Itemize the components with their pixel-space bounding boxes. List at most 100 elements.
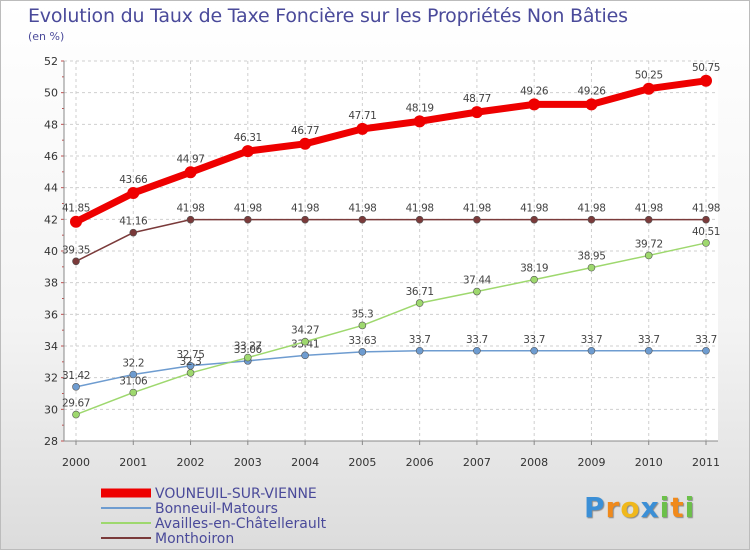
data-label: 33.63: [348, 335, 376, 347]
data-label: 46.77: [291, 125, 319, 137]
data-label: 37.44: [463, 275, 492, 287]
data-label: 39.35: [62, 244, 90, 256]
data-point: [587, 215, 596, 224]
data-label: 41.16: [119, 216, 148, 228]
data-point: [473, 287, 481, 296]
series-line: [75, 218, 707, 263]
data-point: [700, 74, 712, 87]
data-point: [129, 228, 138, 237]
legend-label: Monthoiron: [155, 531, 234, 547]
y-tick-label: 42: [44, 213, 58, 226]
data-point: [244, 215, 252, 224]
data-point: [241, 145, 254, 158]
data-point: [473, 346, 481, 355]
x-tick-label: 2010: [635, 456, 663, 469]
x-tick-label: 2000: [62, 456, 90, 469]
data-point: [702, 239, 710, 247]
data-point: [530, 275, 538, 284]
data-point: [702, 346, 710, 355]
y-tick-label: 48: [44, 118, 58, 131]
data-label: 39.72: [635, 238, 663, 250]
logo-letter: x: [640, 491, 660, 524]
data-point: [473, 215, 481, 224]
y-tick-label: 46: [44, 150, 58, 163]
data-point: [301, 337, 309, 346]
data-point: [299, 137, 312, 150]
data-label: 32.75: [177, 349, 205, 361]
data-label: 41.98: [520, 203, 548, 215]
data-label: 31.06: [119, 376, 148, 388]
data-point: [72, 383, 80, 391]
data-label: 46.31: [234, 132, 262, 144]
data-label: 36.71: [406, 286, 434, 298]
data-label: 41.98: [291, 203, 319, 215]
data-label: 41.98: [348, 203, 376, 215]
data-point: [184, 166, 197, 179]
data-point: [72, 257, 80, 266]
data-label: 47.71: [348, 110, 376, 122]
data-label: 41.98: [234, 203, 262, 215]
data-label: 29.67: [62, 398, 90, 410]
data-label: 41.98: [463, 203, 491, 215]
x-tick-label: 2007: [463, 456, 491, 469]
data-label: 38.95: [577, 251, 605, 263]
y-tick-label: 50: [44, 87, 58, 100]
data-point: [129, 388, 138, 397]
data-label: 49.26: [577, 85, 606, 97]
x-tick-label: 2009: [577, 456, 605, 469]
data-point: [358, 348, 367, 356]
data-label: 33.7: [523, 334, 545, 346]
y-tick-label: 52: [44, 55, 58, 68]
series-line: [75, 350, 707, 388]
legend-label: Bonneuil-Matours: [155, 501, 278, 517]
data-label: 34.27: [291, 325, 319, 337]
logo-letter: r: [605, 491, 621, 524]
data-point: [470, 106, 483, 119]
data-point: [301, 215, 309, 224]
data-point: [585, 98, 598, 111]
data-point: [70, 215, 82, 228]
data-label: 33.7: [695, 334, 717, 346]
data-point: [356, 122, 369, 135]
chart-title: Evolution du Taux de Taxe Foncière sur l…: [28, 5, 628, 27]
data-label: 31.42: [62, 370, 90, 382]
data-label: 49.26: [520, 85, 549, 97]
data-point: [644, 251, 653, 260]
data-point: [642, 82, 655, 95]
logo-letter: i: [684, 491, 696, 524]
y-tick-label: 40: [44, 245, 58, 258]
y-tick-label: 32: [44, 372, 58, 385]
series-line: [75, 242, 707, 416]
data-label: 41.98: [635, 203, 663, 215]
data-label: 41.98: [406, 203, 434, 215]
data-label: 43.66: [119, 174, 148, 186]
logo-letter: P: [584, 491, 606, 524]
data-point: [644, 215, 653, 224]
legend-label: Availles-en-Châtellerault: [155, 516, 327, 532]
data-point: [186, 369, 195, 377]
x-tick-label: 2004: [291, 456, 319, 469]
x-tick-label: 2002: [177, 456, 205, 469]
data-label: 44.97: [177, 153, 205, 165]
data-label: 33.27: [234, 341, 262, 353]
data-label: 41.98: [577, 203, 605, 215]
x-tick-label: 2001: [119, 456, 147, 469]
data-point: [358, 321, 367, 330]
data-point: [127, 187, 140, 200]
data-point: [129, 370, 138, 379]
data-point: [530, 346, 538, 355]
x-tick-label: 2006: [406, 456, 434, 469]
data-point: [415, 215, 424, 224]
y-tick-label: 30: [44, 403, 58, 416]
legend-label: VOUNEUIL-SUR-VIENNE: [155, 486, 317, 502]
data-label: 40.51: [692, 226, 720, 238]
data-point: [301, 351, 309, 360]
data-label: 50.25: [635, 70, 663, 82]
data-point: [415, 299, 424, 307]
data-point: [413, 115, 426, 128]
y-tick-label: 36: [44, 308, 58, 321]
data-label: 48.19: [406, 102, 434, 114]
data-label: 33.7: [581, 334, 603, 346]
